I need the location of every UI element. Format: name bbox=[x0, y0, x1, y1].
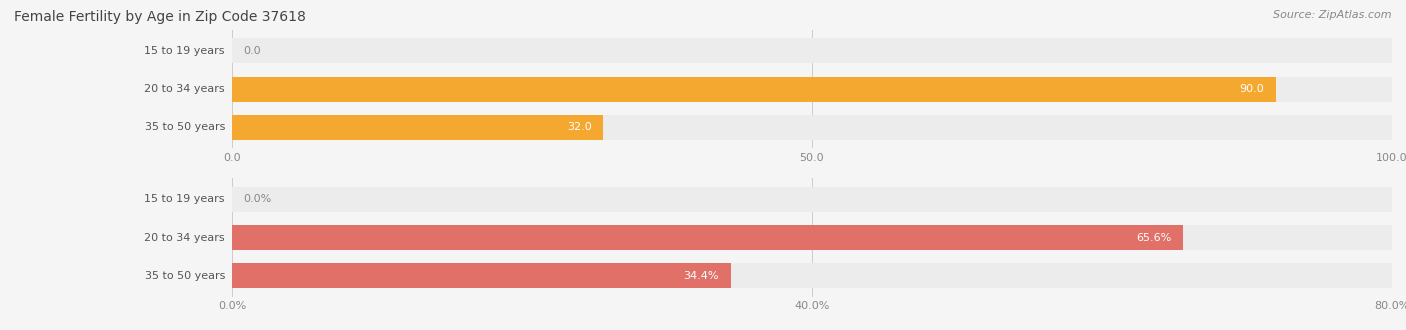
Text: 20 to 34 years: 20 to 34 years bbox=[145, 233, 225, 243]
Text: 0.0: 0.0 bbox=[243, 46, 262, 56]
Text: 90.0: 90.0 bbox=[1240, 84, 1264, 94]
Text: 15 to 19 years: 15 to 19 years bbox=[145, 194, 225, 204]
Text: 34.4%: 34.4% bbox=[683, 271, 720, 281]
Bar bbox=[232, 115, 603, 140]
Text: 65.6%: 65.6% bbox=[1136, 233, 1171, 243]
Bar bbox=[232, 225, 1392, 250]
Bar bbox=[232, 77, 1277, 102]
Bar bbox=[232, 115, 1392, 140]
Bar bbox=[232, 187, 1392, 212]
Text: 32.0: 32.0 bbox=[567, 122, 592, 132]
Bar bbox=[232, 38, 1392, 63]
Bar bbox=[232, 263, 1392, 288]
Text: 0.0%: 0.0% bbox=[243, 194, 271, 204]
Text: Female Fertility by Age in Zip Code 37618: Female Fertility by Age in Zip Code 3761… bbox=[14, 10, 307, 24]
Bar bbox=[232, 225, 1182, 250]
Text: Source: ZipAtlas.com: Source: ZipAtlas.com bbox=[1274, 10, 1392, 20]
Bar bbox=[232, 77, 1392, 102]
Text: 15 to 19 years: 15 to 19 years bbox=[145, 46, 225, 56]
Text: 35 to 50 years: 35 to 50 years bbox=[145, 122, 225, 132]
Text: 20 to 34 years: 20 to 34 years bbox=[145, 84, 225, 94]
Bar bbox=[232, 263, 731, 288]
Text: 35 to 50 years: 35 to 50 years bbox=[145, 271, 225, 281]
